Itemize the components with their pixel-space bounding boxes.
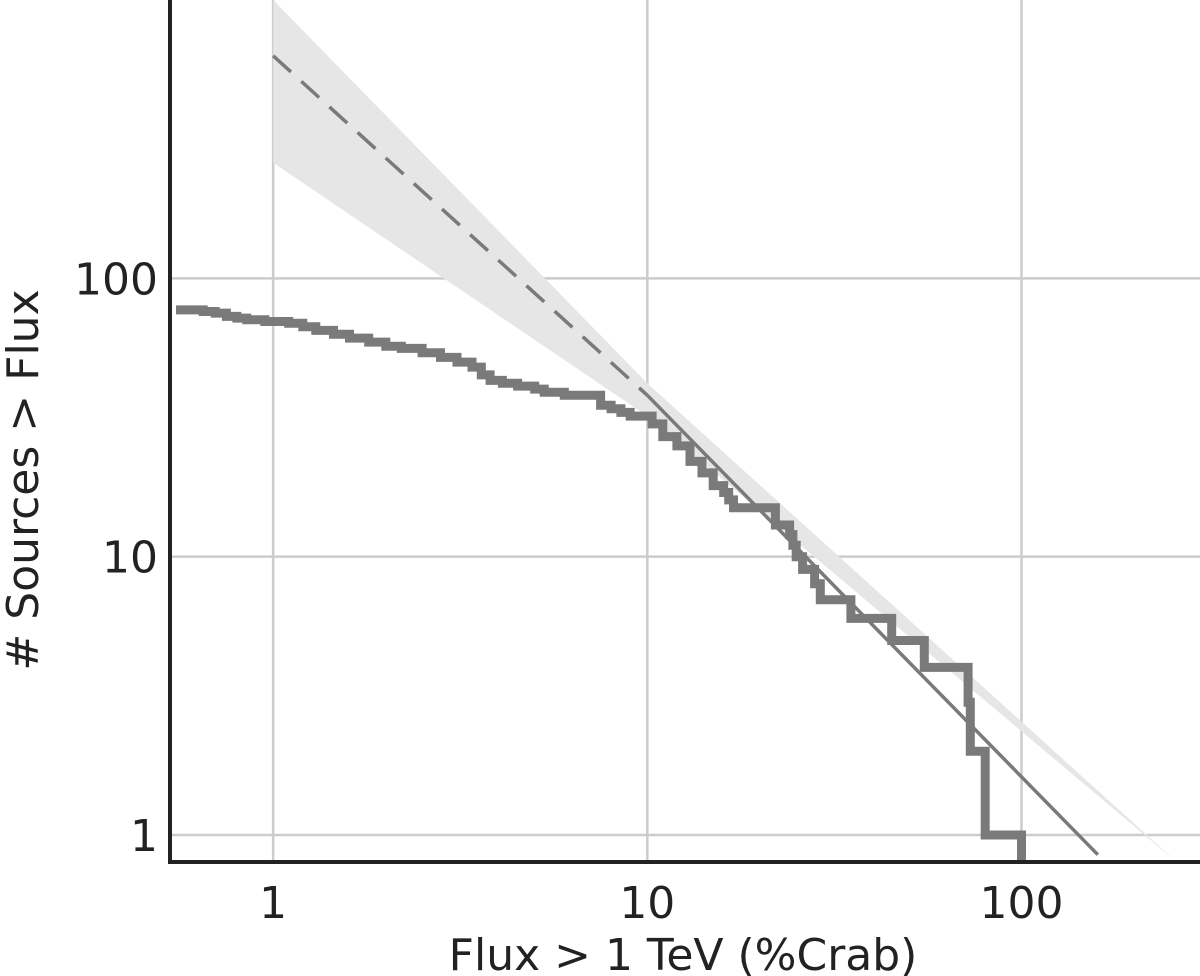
tick-labels: 1 10 100 1 10 100: [74, 254, 1063, 929]
y-axis-title: # Sources > Flux: [0, 289, 49, 670]
source-count-step-line: [176, 305, 1026, 862]
axes: [168, 0, 1200, 864]
x-tick-label-0: 1: [259, 878, 287, 929]
x-axis-title: Flux > 1 TeV (%Crab): [449, 930, 918, 976]
step-series-layer: [176, 305, 1026, 862]
y-tick-label-2: 100: [74, 254, 158, 305]
uncertainty-band-layer: [273, 0, 1177, 862]
x-tick-label-1: 10: [619, 878, 675, 929]
y-tick-label-1: 10: [102, 533, 158, 584]
grid-lines: [170, 0, 1200, 862]
y-tick-label-0: 1: [130, 811, 158, 862]
fit-line-solid: [646, 394, 1100, 856]
fit-line-dashed: [271, 54, 649, 397]
x-tick-label-2: 100: [979, 878, 1063, 929]
fit-line-layer: [271, 54, 1100, 856]
uncertainty-band: [273, 0, 1177, 862]
